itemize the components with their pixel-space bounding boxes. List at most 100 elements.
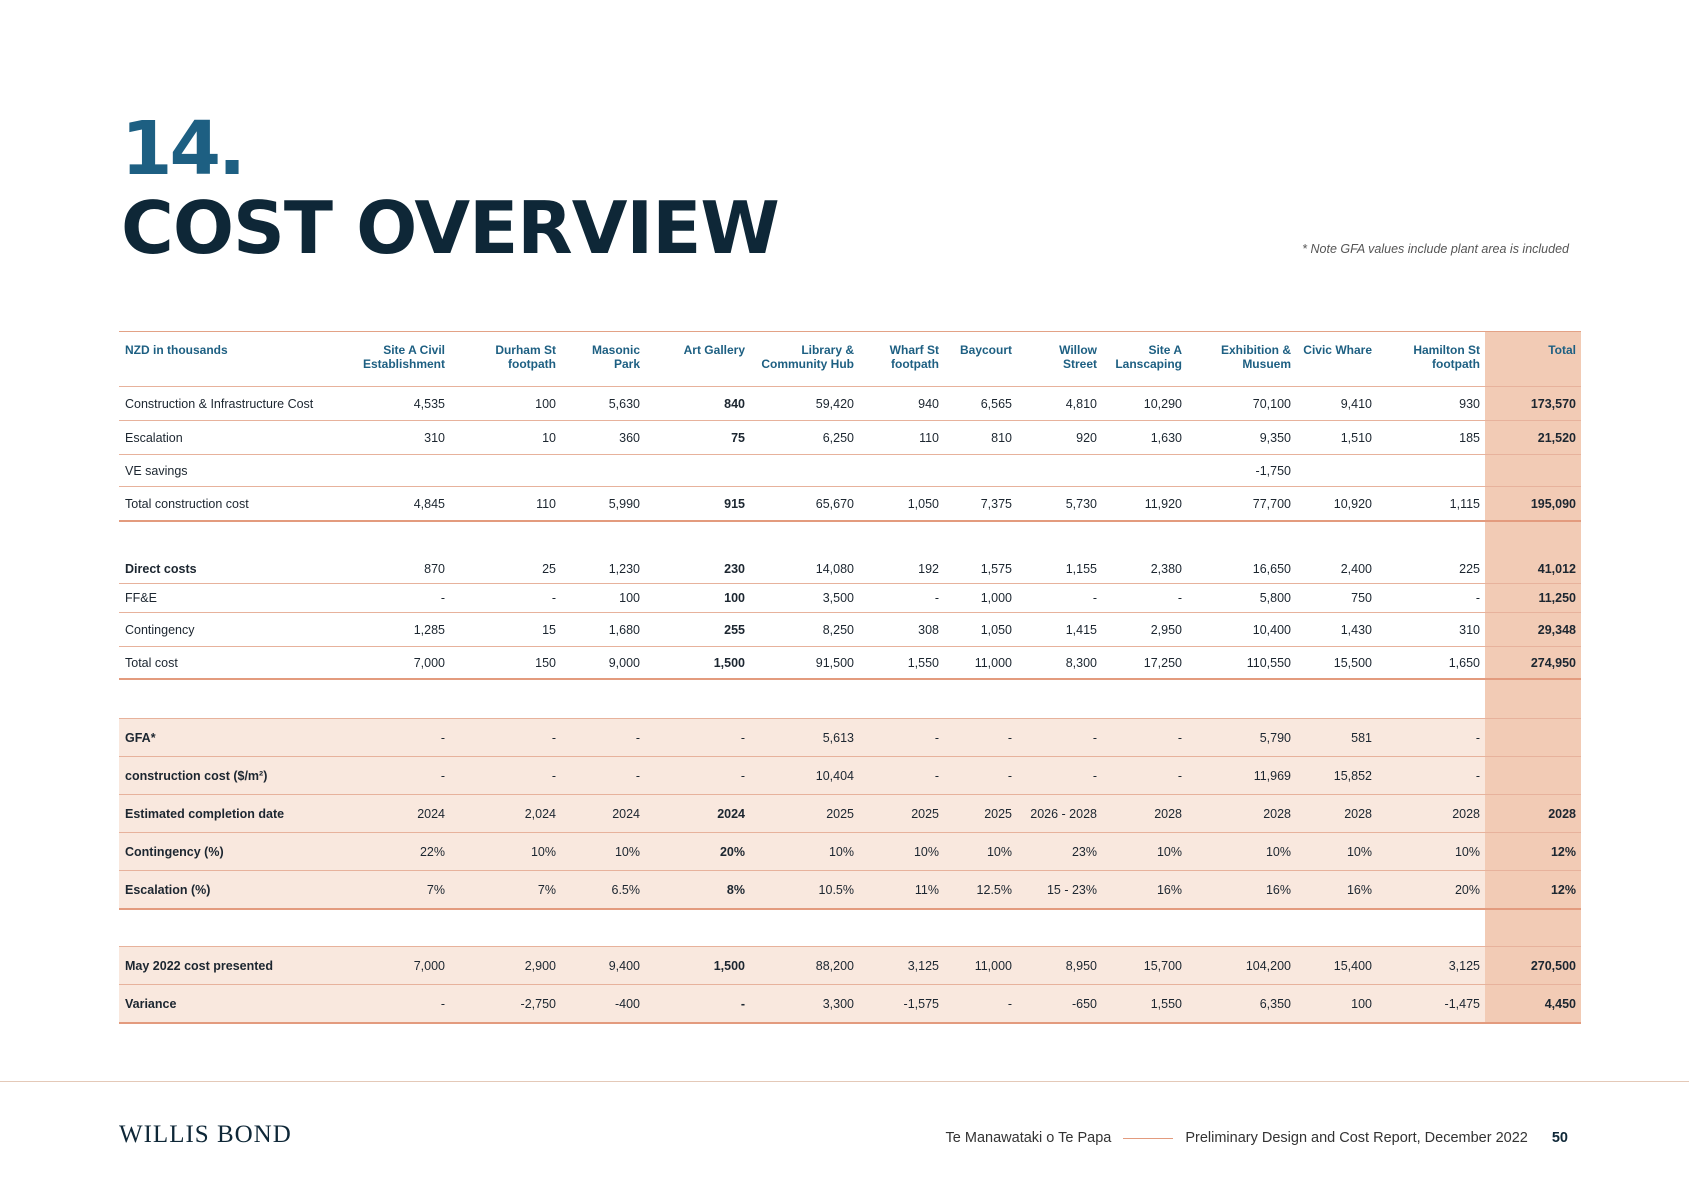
table-cell: -: [1377, 756, 1485, 795]
table-cell: [561, 454, 645, 487]
table-cell: 2024: [561, 794, 645, 833]
table-cell: 7,375: [944, 486, 1017, 522]
table-row-variance: Variance - -2,750 -400-3,300 -1,575- -650 1,55…: [119, 984, 1581, 1024]
table-cell: -: [1102, 756, 1187, 795]
table-cell: 5,790: [1187, 718, 1296, 757]
header-column: Durham St footpath: [450, 331, 561, 387]
table-cell: 1,575: [980, 562, 1012, 576]
table-cell: 1,430: [1296, 612, 1377, 647]
table-cell: -2,750: [450, 984, 561, 1024]
header-units: NZD in thousands: [119, 331, 339, 387]
table-cell: 1,230: [608, 562, 640, 576]
table-cell: 2024: [339, 794, 450, 833]
table-cell: 1,550: [1102, 984, 1187, 1024]
table-cell: 15,852: [1296, 756, 1377, 795]
header-column: Exhibition & Musuem: [1187, 331, 1296, 387]
table-cell: 10%: [859, 832, 944, 871]
table-cell: 11,000: [944, 646, 1017, 680]
table-cell: -: [1377, 583, 1485, 613]
table-cell: [944, 454, 1017, 487]
table-cell: 4,810: [1017, 386, 1102, 421]
table-cell: 6,250: [750, 420, 859, 455]
row-label: GFA*: [119, 718, 339, 757]
table-row-contingency-pct: Contingency (%) 22% 10% 10% 20% 10% 10% 10% 23% 1…: [119, 832, 1581, 871]
table-cell: 7,000: [339, 946, 450, 985]
table-cell: 10%: [1377, 832, 1485, 871]
table-cell: 100: [1296, 984, 1377, 1024]
table-cell: 6,565: [944, 386, 1017, 421]
table-cell: 581: [1296, 718, 1377, 757]
header-column: Willow Street: [1017, 331, 1102, 387]
table-cell: -: [859, 583, 944, 613]
table-cell: 255: [645, 612, 750, 647]
table-cell: [450, 454, 561, 487]
table-cell: 110: [450, 486, 561, 522]
table-cell: 230: [724, 562, 745, 576]
table-cell: 1,510: [1296, 420, 1377, 455]
table-cell: 1,500: [645, 646, 750, 680]
total-cell: 21,520: [1485, 420, 1581, 455]
table-cell: 9,410: [1296, 386, 1377, 421]
table-cell: 185: [1377, 420, 1485, 455]
table-cell: 20%: [1377, 870, 1485, 909]
table-cell: 10%: [561, 832, 645, 871]
spacer-cell: [1102, 521, 1187, 555]
table-cell: 2024: [645, 794, 750, 833]
row-label: Total cost: [119, 646, 339, 680]
spacer-cell: [1102, 908, 1187, 947]
row-label: Estimated completion date: [119, 794, 339, 833]
footer: Te Manawataki o Te Papa Preliminary Desi…: [946, 1130, 1568, 1146]
table-cell: 10,920: [1296, 486, 1377, 522]
table-cell: 16%: [1296, 870, 1377, 909]
table-cell: -: [944, 718, 1017, 757]
table-cell: -: [561, 718, 645, 757]
total-cell: 270,500: [1485, 946, 1581, 985]
table-row-construction: Construction & Infrastructure Cost 4,535 1…: [119, 386, 1581, 421]
table-cell: -: [450, 583, 561, 613]
table-cell: 11,920: [1102, 486, 1187, 522]
footer-report: Preliminary Design and Cost Report, Dece…: [1185, 1130, 1528, 1146]
table-cell: -: [859, 756, 944, 795]
table-row-total-construction: Total construction cost 4,845 110 5,990 915 6…: [119, 486, 1581, 522]
table-cell: -: [339, 984, 450, 1024]
table-cell: -400: [561, 984, 645, 1024]
spacer-row: [119, 908, 1581, 947]
table-cell: 75: [645, 420, 750, 455]
table-row-escalation: Escalation 310 10 360 75 6,250 110 810 920 1,630 9…: [119, 420, 1581, 455]
table-cell: [859, 454, 944, 487]
table-cell: 7%: [450, 870, 561, 909]
table-cell: 6.5%: [561, 870, 645, 909]
header-column: Library & Community Hub: [750, 331, 859, 387]
table-cell: -1,750: [1187, 454, 1296, 487]
table-cell: -1,475: [1377, 984, 1485, 1024]
footer-dash: [1123, 1137, 1174, 1139]
table-cell: 15,500: [1296, 646, 1377, 680]
table-cell: 2028: [1296, 794, 1377, 833]
footer-project: Te Manawataki o Te Papa: [945, 1130, 1112, 1146]
table-cell: 360: [561, 420, 645, 455]
table-cell: -: [944, 756, 1017, 795]
spacer-cell: [645, 679, 750, 719]
total-cell: 12%: [1485, 832, 1581, 871]
table-cell: -: [1017, 756, 1102, 795]
spacer-cell: [1296, 679, 1377, 719]
cost-table: NZD in thousands Site A Civil Establishme…: [119, 331, 1581, 1024]
table-cell: 1,155: [1065, 562, 1097, 576]
table-cell: 16%: [1187, 870, 1296, 909]
table-cell: 20%: [645, 832, 750, 871]
table-cell: [1102, 454, 1187, 487]
table-cell: 14,080: [815, 562, 854, 576]
table-cell: 930: [1377, 386, 1485, 421]
table-cell: [750, 454, 859, 487]
table-cell: 3,125: [1377, 946, 1485, 985]
table-cell: 104,200: [1187, 946, 1296, 985]
table-cell: 2,024: [450, 794, 561, 833]
header-column: Masonic Park: [561, 331, 645, 387]
total-cell: 195,090: [1485, 486, 1581, 522]
spacer-cell: [645, 908, 750, 947]
table-cell: 870: [424, 562, 445, 576]
table-cell: [645, 454, 750, 487]
table-cell: 225: [1459, 562, 1480, 576]
spacer-cell: [750, 908, 859, 947]
table-cell: 100: [561, 583, 645, 613]
